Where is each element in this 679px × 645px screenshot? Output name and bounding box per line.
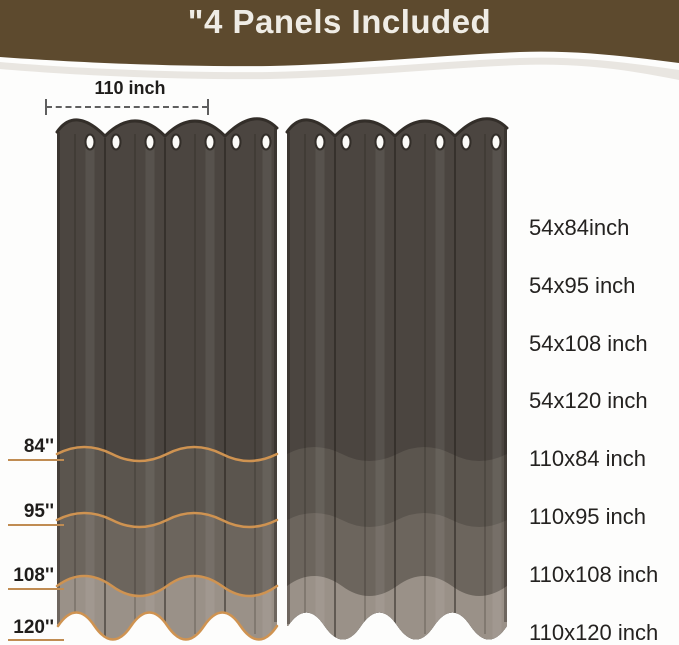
size-item: 54x108 inch: [529, 330, 648, 356]
right-curtain-body: [287, 118, 507, 640]
length-marker-95-line: [8, 524, 64, 526]
length-marker-84: 84'': [23, 436, 54, 457]
width-measurement-dashed-line: [46, 106, 208, 108]
size-list: 54x84inch 54x95 inch 54x108 inch 54x120 …: [529, 216, 658, 645]
left-curtain-grommets: [84, 133, 272, 151]
size-item: 54x120 inch: [529, 388, 648, 414]
measurement-tick-right: [207, 99, 209, 115]
banner-wave-background: [0, 0, 679, 80]
size-item: 110x84 inch: [529, 446, 647, 472]
size-item: 110x120 inch: [529, 619, 659, 645]
banner-title: "4 Panels Included: [187, 3, 492, 40]
size-item: 110x95 inch: [529, 503, 647, 529]
size-item: 110x108 inch: [529, 561, 659, 587]
measurement-tick-left: [45, 99, 47, 115]
length-marker-120: 120'': [13, 617, 54, 638]
size-item: 54x95 inch: [529, 272, 636, 298]
right-curtain-illustration: [285, 117, 509, 640]
left-curtain-body: [57, 118, 277, 640]
length-marker-108-line: [8, 588, 64, 590]
length-marker-95: 95'': [23, 501, 54, 522]
length-marker-84-line: [8, 459, 64, 461]
size-item: 54x84inch: [529, 215, 630, 240]
width-measurement-label: 110 inch: [94, 78, 166, 98]
left-curtain-illustration: [55, 117, 279, 641]
length-marker-120-line: [8, 639, 64, 641]
length-marker-108: 108'': [13, 565, 54, 586]
length-boundary-accent-lines: [55, 445, 279, 641]
right-curtain-grommets: [314, 133, 502, 151]
